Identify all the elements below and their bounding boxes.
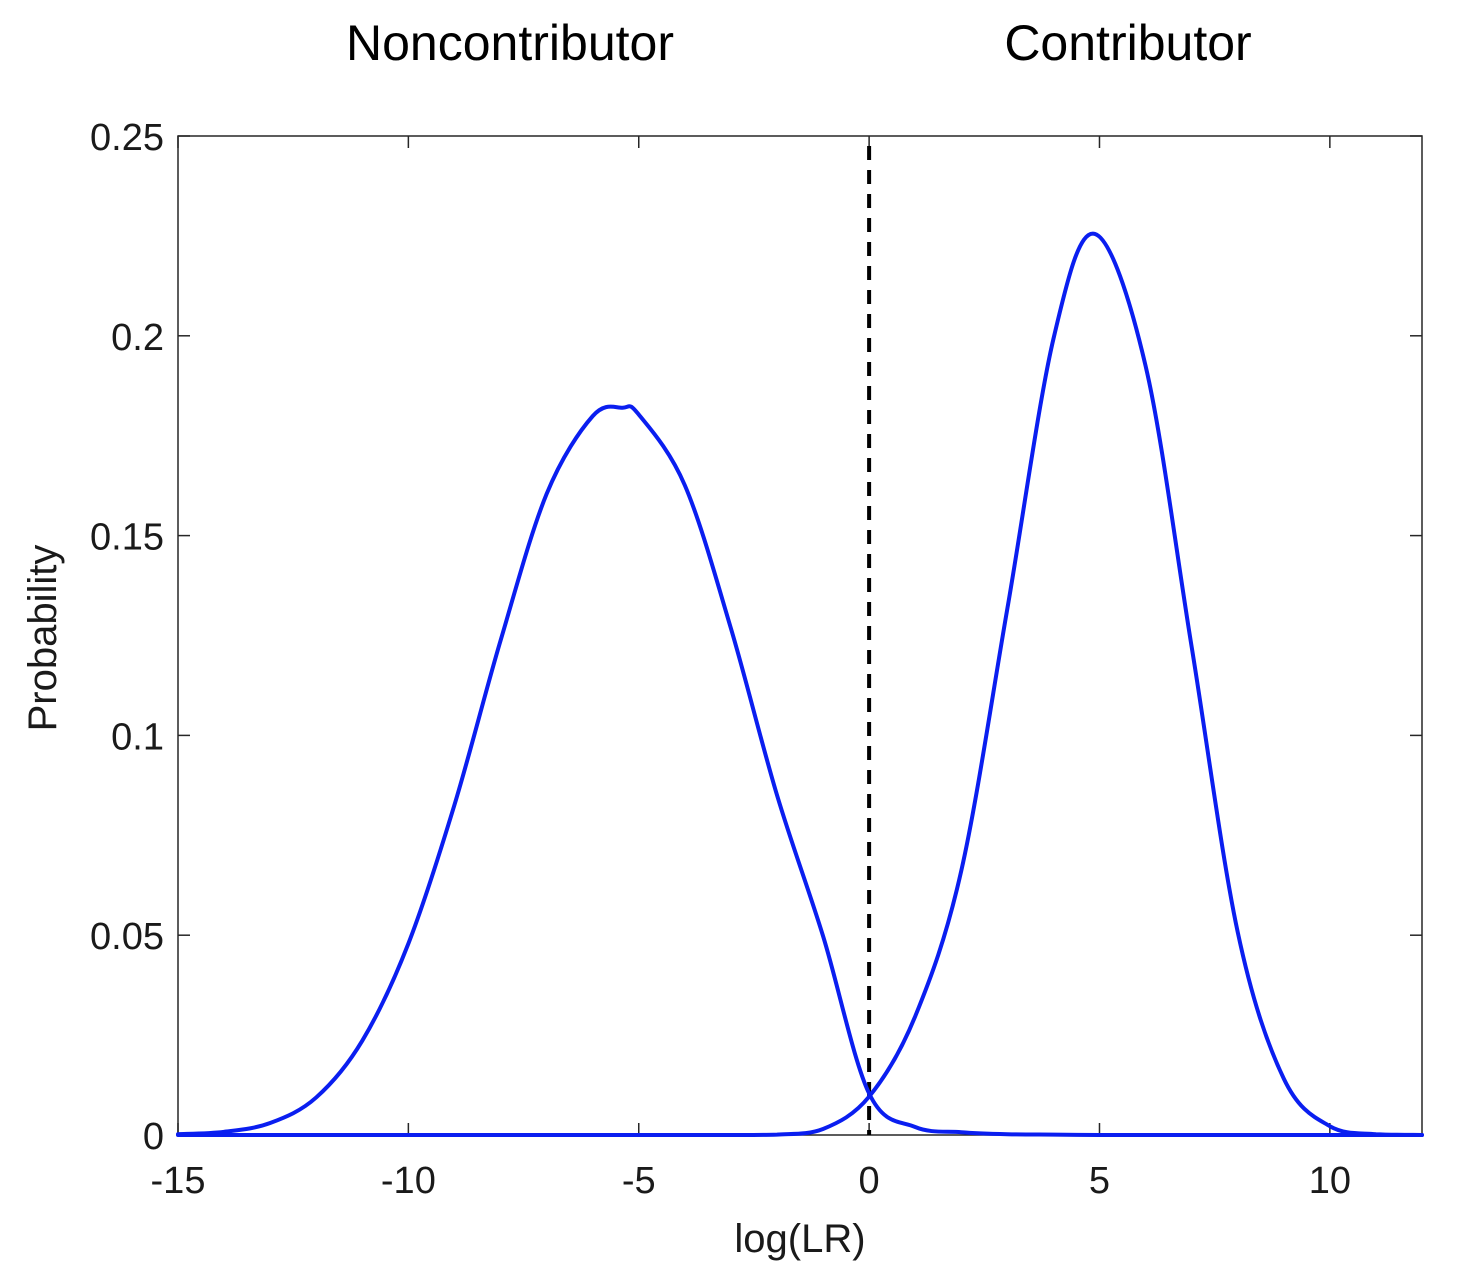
x-axis-label: log(LR) bbox=[734, 1217, 865, 1261]
plot-area: -15 -10 -5 0 5 10 0 0.05 0.1 0.15 0.2 0.25 bbox=[90, 117, 1424, 1202]
y-tick-label: 0.05 bbox=[90, 916, 164, 958]
y-tick-label: 0.25 bbox=[90, 117, 164, 159]
y-tick-label: 0.2 bbox=[111, 317, 164, 359]
x-tick-label: -10 bbox=[381, 1160, 436, 1202]
y-tick-label: 0.1 bbox=[111, 716, 164, 758]
y-tick-label: 0.15 bbox=[90, 517, 164, 559]
series-line-noncontributor bbox=[176, 404, 1424, 1137]
axes-box bbox=[177, 135, 1423, 1136]
y-tick-label: 0 bbox=[143, 1116, 164, 1158]
x-tick-label: -15 bbox=[151, 1160, 206, 1202]
x-tick-label: 10 bbox=[1309, 1160, 1351, 1202]
y-axis-label: Probability bbox=[21, 545, 65, 732]
series-line-contributor bbox=[176, 231, 1424, 1138]
x-tick-label: 0 bbox=[859, 1160, 880, 1202]
x-tick-label: -5 bbox=[622, 1160, 656, 1202]
annotation-contributor: Contributor bbox=[1004, 15, 1251, 71]
x-tick-label: 5 bbox=[1089, 1160, 1110, 1202]
annotation-noncontributor: Noncontributor bbox=[346, 15, 674, 71]
